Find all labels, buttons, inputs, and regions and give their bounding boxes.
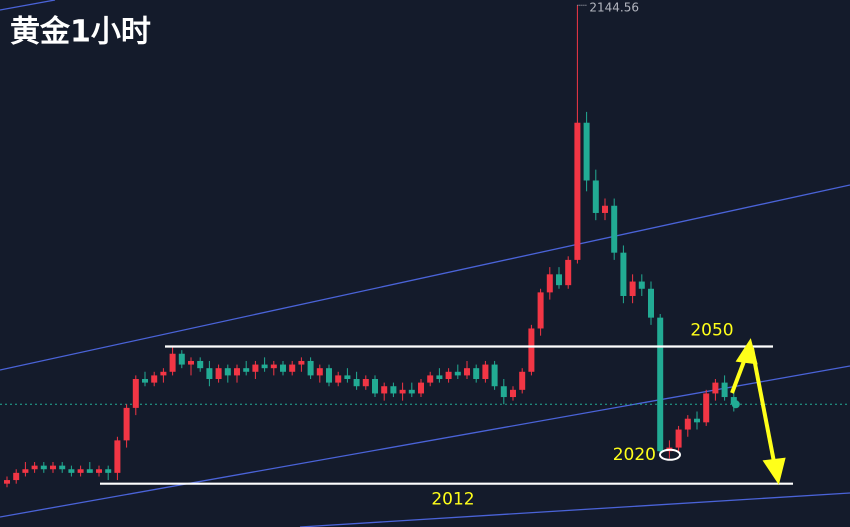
candle-body: [362, 379, 369, 387]
candle-body: [114, 440, 121, 473]
candle-body: [77, 469, 84, 473]
candle-body: [13, 472, 20, 481]
arrows: [730, 338, 786, 485]
candle-body: [675, 429, 682, 448]
candle-body: [565, 259, 572, 286]
candle-body: [316, 368, 323, 376]
channel-line: [0, 184, 850, 371]
candle-body: [68, 469, 75, 473]
candle-body: [298, 360, 305, 365]
channel-line: [299, 492, 850, 527]
candle-body: [169, 353, 176, 372]
low-marker: [659, 448, 681, 461]
candle-body: [638, 281, 645, 289]
candle-body: [482, 364, 489, 380]
candle-body: [234, 368, 240, 376]
candle-body: [188, 360, 194, 365]
candle-body: [556, 274, 562, 286]
candle-body: [454, 371, 461, 376]
candle-body: [712, 382, 719, 394]
candle-body: [546, 274, 553, 293]
candle-body: [399, 389, 406, 394]
candle-body: [537, 292, 544, 329]
candle-body: [473, 368, 480, 380]
arrow-down: [750, 347, 776, 463]
candle-body: [280, 364, 286, 372]
candle-body: [142, 379, 148, 383]
candle-body: [620, 252, 627, 296]
level-label: 2050: [690, 321, 733, 341]
candle-body: [22, 469, 29, 473]
high-label: 2144.56: [589, 1, 639, 15]
candle-body: [408, 389, 415, 394]
candle-body: [510, 389, 516, 398]
candle-body: [500, 386, 507, 398]
candle-body: [335, 375, 342, 383]
candle-body: [721, 382, 728, 398]
candle-body: [629, 281, 636, 296]
candle-body: [59, 465, 66, 470]
chart-title: 黄金1小时: [10, 15, 151, 50]
candle-body: [427, 375, 434, 383]
candle-body: [206, 368, 213, 380]
candle-body: [243, 368, 250, 372]
candle-body: [50, 465, 56, 470]
candle-body: [252, 364, 259, 372]
candle-body: [160, 371, 167, 376]
candle-body: [31, 465, 38, 470]
candle-body: [307, 360, 314, 376]
candle-body: [197, 360, 204, 369]
candle-body: [703, 393, 710, 423]
candle-body: [353, 379, 360, 387]
candle-body: [583, 122, 590, 181]
candle-body: [4, 480, 10, 484]
candle-body: [381, 386, 388, 394]
candle-body: [436, 375, 443, 380]
candle-body: [592, 180, 599, 213]
candle-body: [648, 288, 654, 318]
candle-body: [123, 407, 130, 441]
candle-body: [270, 364, 277, 369]
candle-body: [464, 368, 470, 376]
candle-body: [326, 368, 332, 383]
candle-body: [445, 371, 452, 380]
candle-body: [611, 205, 618, 253]
candle-body: [684, 418, 691, 430]
candle-body: [151, 375, 158, 383]
candle-body: [215, 368, 222, 380]
candle-body: [224, 368, 231, 376]
candle-body: [289, 364, 296, 372]
candle-body: [418, 382, 424, 394]
candle-body: [519, 371, 526, 390]
candle-body: [86, 469, 93, 473]
candle-body: [602, 205, 608, 213]
candle-body: [344, 375, 351, 380]
candle-body: [730, 397, 737, 405]
channel-line: [0, 365, 850, 518]
candle-body: [40, 465, 47, 470]
low-label: 2020: [613, 445, 656, 465]
candle-body: [528, 328, 535, 372]
candle-body: [574, 122, 581, 260]
candle-body: [132, 379, 139, 408]
candle-body: [96, 469, 102, 473]
candle-body: [105, 469, 112, 473]
level-label: 2012: [431, 490, 474, 510]
channel-line: [0, 0, 56, 11]
candle-body: [372, 379, 378, 394]
last-price-dot: [731, 400, 740, 409]
arrow-head: [762, 457, 786, 485]
candle-body: [390, 386, 397, 394]
candle-body: [261, 364, 268, 369]
candle-body: [491, 364, 498, 387]
candle-body: [657, 317, 664, 452]
candle-body: [178, 353, 185, 365]
candle-body: [694, 418, 700, 423]
plot: 2144.56 2050 2012 2020: [0, 1, 850, 510]
